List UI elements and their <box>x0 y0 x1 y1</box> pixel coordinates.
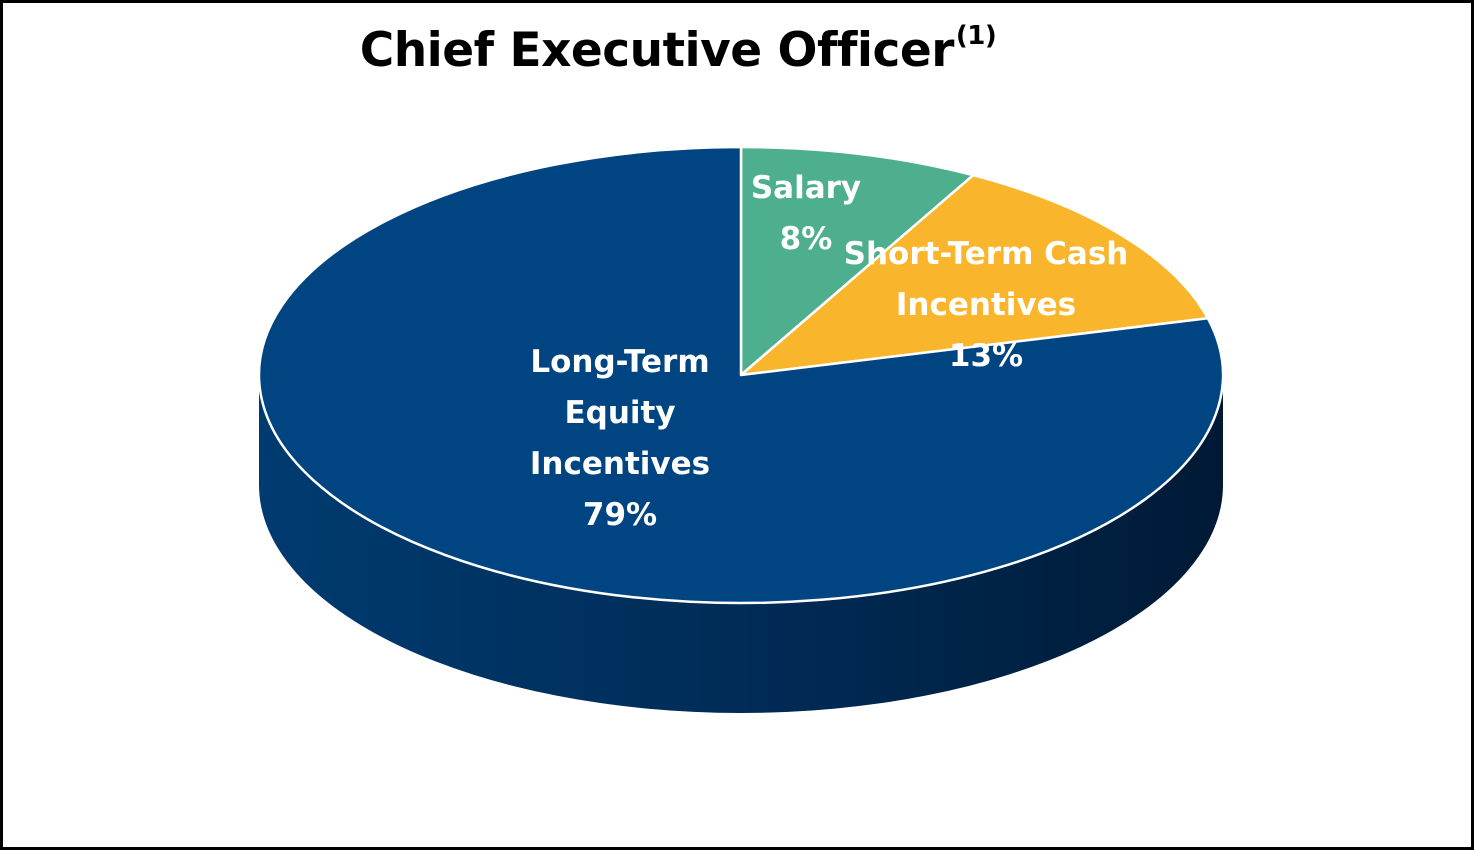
pie-side-wall <box>259 375 1223 713</box>
pie-side <box>259 375 1223 713</box>
pie-category-label-2: Incentives <box>530 446 710 482</box>
pie-category-label-1: Incentives <box>896 287 1076 323</box>
pie-category-label-2: Equity <box>564 395 675 431</box>
pie-value-label-0: 8% <box>780 221 833 257</box>
pie-top <box>257 145 1225 605</box>
pie-value-label-1: 13% <box>949 338 1023 374</box>
pie-category-label-2: Long-Term <box>530 344 709 380</box>
pie-slice-0 <box>739 145 975 377</box>
pie-slice-1 <box>739 173 1210 377</box>
pie-slice-2 <box>257 145 1225 605</box>
pie-category-label-1: Short-Term Cash <box>844 236 1129 272</box>
pie-label-0: Salary 8% <box>751 170 861 257</box>
pie-label-1: Short-Term Cash Incentives 13% <box>844 236 1129 374</box>
chart-title: Chief Executive Officer(1) <box>3 21 1353 78</box>
chart-title-footnote: (1) <box>955 21 997 51</box>
chart-title-text: Chief Executive Officer <box>359 23 955 78</box>
pie-label-2: Long-Term Equity Incentives 79% <box>530 344 710 533</box>
pie-category-label-0: Salary <box>751 170 861 206</box>
pie-labels: Salary 8% Short-Term Cash Incentives 13% Long… <box>530 170 1128 533</box>
pie-value-label-2: 79% <box>583 497 657 533</box>
